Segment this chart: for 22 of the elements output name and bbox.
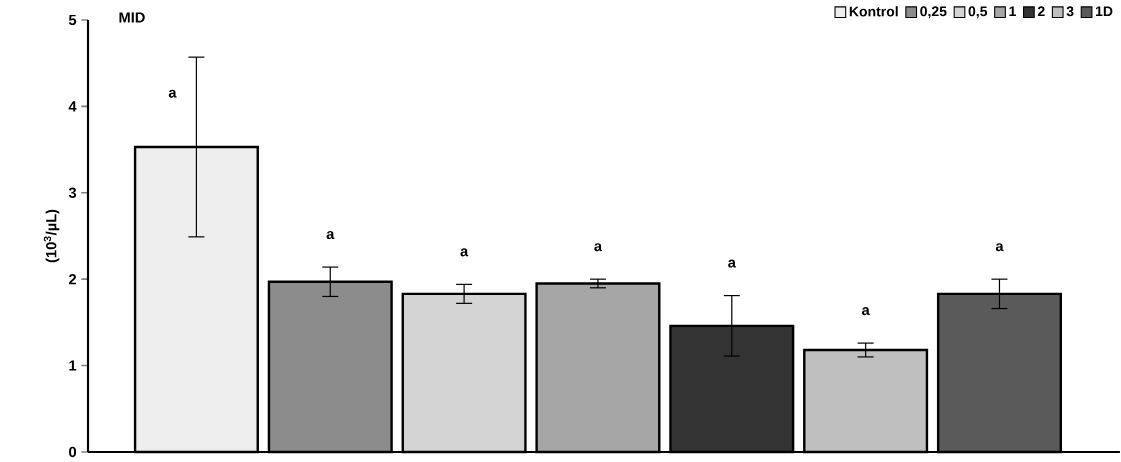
y-tick-label: 0 — [69, 446, 77, 458]
annotation: a — [460, 248, 469, 257]
legend-label: 0,5 — [968, 6, 988, 19]
annotation: a — [728, 259, 736, 268]
y-axis-title: (10$^{3}$/µL) — [43, 209, 60, 263]
legend-label: 3 — [1066, 6, 1074, 17]
y-tick-label: 5 — [68, 15, 77, 26]
annotation: a — [326, 231, 335, 240]
chart-title: MID — [119, 12, 145, 23]
legend-label: 0,25 — [920, 6, 947, 19]
y-tick-label: 1 — [69, 360, 77, 371]
legend-label: 1D — [1095, 6, 1113, 17]
legend-label: 1 — [1009, 6, 1016, 17]
annotation: a — [594, 243, 603, 252]
y-tick-label: 3 — [68, 187, 77, 199]
annotation: a — [168, 89, 177, 98]
y-tick-label: 2 — [68, 274, 77, 285]
annotation: a — [995, 243, 1004, 252]
y-tick-label: 4 — [68, 101, 77, 112]
legend-label: Kontrol — [849, 6, 898, 17]
annotation: a — [861, 307, 870, 316]
legend-label: 2 — [1037, 6, 1045, 17]
